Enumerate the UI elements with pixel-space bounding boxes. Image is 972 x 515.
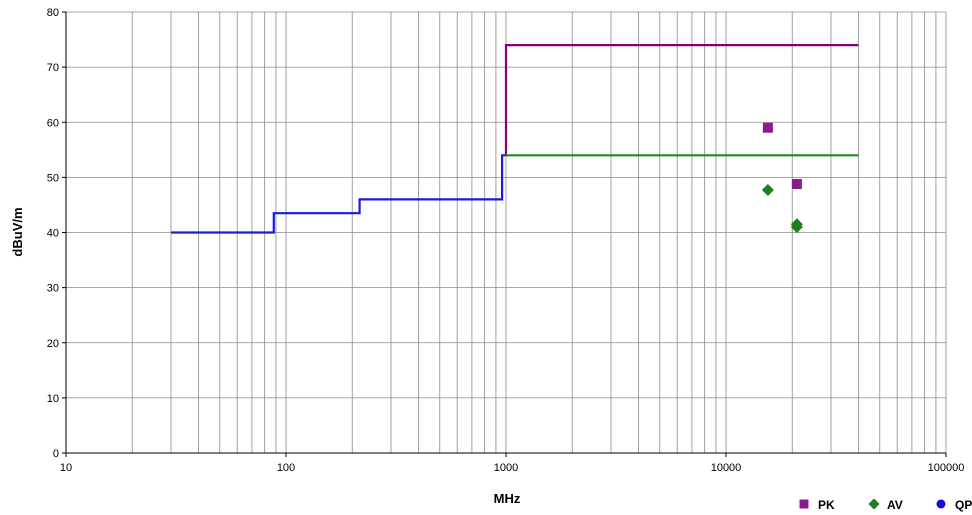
legend-marker-av: [868, 498, 880, 510]
y-tick-label: 40: [47, 228, 59, 240]
y-tick-label: 10: [47, 393, 59, 405]
legend: PK AV QP: [799, 498, 972, 512]
data-markers: [761, 122, 803, 233]
limit-line: [171, 154, 506, 234]
data-point-av: [761, 184, 774, 197]
x-axis-title: MHz: [494, 491, 521, 506]
y-tick-label: 0: [53, 448, 59, 460]
y-axis-title: dBuV/m: [10, 207, 25, 256]
y-tick-label: 80: [47, 7, 59, 19]
y-tick-label: 30: [47, 283, 59, 295]
legend-label-pk: PK: [818, 498, 835, 512]
x-tick-label: 1000: [494, 462, 518, 474]
x-tick-label: 100: [277, 462, 295, 474]
legend-label-av: AV: [887, 498, 903, 512]
legend-marker-qp: [936, 499, 946, 509]
y-tick-label: 60: [47, 117, 59, 129]
legend-label-qp: QP: [955, 498, 972, 512]
data-point-pk: [791, 178, 802, 189]
x-tick-label: 10000: [711, 462, 742, 474]
legend-marker-pk: [799, 499, 809, 509]
y-tick-label: 70: [47, 62, 59, 74]
limit-line: [504, 43, 859, 156]
x-tick-label: 10: [60, 462, 72, 474]
y-tick-label: 50: [47, 172, 59, 184]
data-point-pk: [762, 122, 773, 133]
y-tick-label: 20: [47, 338, 59, 350]
data-point-av: [790, 220, 803, 233]
limit-lines: [171, 43, 859, 234]
x-tick-label: 100000: [928, 462, 965, 474]
